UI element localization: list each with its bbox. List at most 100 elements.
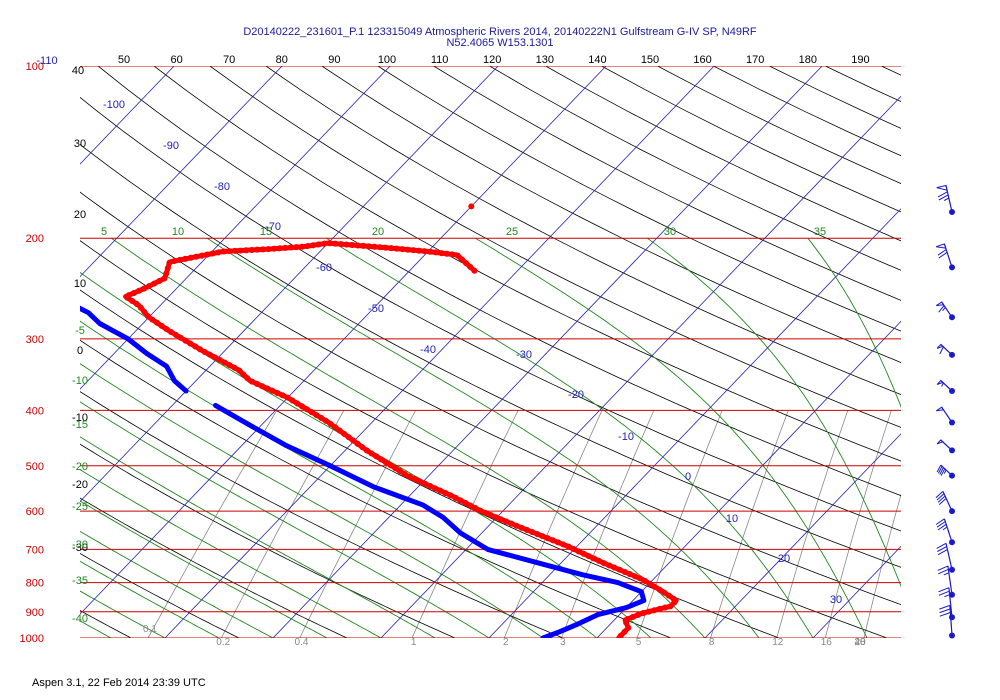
dry-adiabat-line xyxy=(937,66,1000,638)
wind-barb-full xyxy=(937,565,949,571)
isotherm-line xyxy=(488,208,901,638)
footer-text: Aspen 3.1, 22 Feb 2014 23:39 UTC xyxy=(32,677,206,689)
wind-barb-staff xyxy=(947,565,953,595)
dewpoint-profile-upper xyxy=(80,305,189,394)
dry-adiabat-line xyxy=(80,339,672,638)
mixing-ratio-line xyxy=(411,410,519,638)
left-temp-label: 20 xyxy=(74,209,86,221)
moist-adiabat-left-label: -10 xyxy=(72,375,88,387)
wind-barb-full xyxy=(938,498,947,505)
pressure-tick-label: 100 xyxy=(26,61,44,73)
wind-barb xyxy=(936,406,955,426)
theta-tick-label: 140 xyxy=(588,54,606,66)
left-temp-label: 0 xyxy=(77,345,83,357)
isotherm-line xyxy=(80,66,391,390)
isotherm-label: -10 xyxy=(618,431,634,443)
wind-barb-pennant xyxy=(936,343,944,349)
pressure-tick-label: 300 xyxy=(26,334,44,346)
dry-adiabat-line xyxy=(825,66,901,102)
isotherm-line xyxy=(921,66,1000,638)
wind-barb-full xyxy=(938,305,945,313)
isotherm-line xyxy=(812,545,901,638)
pressure-tick-label: 700 xyxy=(26,544,44,556)
isotherm-line xyxy=(164,66,715,638)
wind-barb-full xyxy=(937,549,948,556)
moist-adiabat-line xyxy=(807,237,901,408)
wind-barb-full xyxy=(938,587,950,593)
wind-barb-full xyxy=(939,608,951,614)
mixing-ratio-line xyxy=(924,410,980,638)
wind-barb xyxy=(935,491,955,515)
wind-barb-half xyxy=(942,526,948,531)
dry-adiabat-line xyxy=(0,66,23,638)
wind-barb-full xyxy=(939,604,951,610)
theta-tick-label: 150 xyxy=(641,54,659,66)
mixing-ratio-line xyxy=(636,410,723,638)
dry-adiabat-line xyxy=(769,66,901,129)
wind-barb-full xyxy=(939,612,951,617)
wind-barb-pennant xyxy=(936,301,945,307)
mixing-ratio-label: 12 xyxy=(772,637,784,648)
wind-barb xyxy=(936,343,955,358)
theta-tick-label: 160 xyxy=(693,54,711,66)
left-temp-label: -30 xyxy=(72,542,88,554)
moist-adiabat-line xyxy=(80,590,166,638)
dry-adiabat-line xyxy=(80,96,901,532)
pressure-tick-label: 500 xyxy=(26,461,44,473)
wind-barb-half xyxy=(943,572,950,576)
moist-adiabat-label: 25 xyxy=(506,226,518,238)
isotherm-label: -40 xyxy=(420,344,436,356)
wind-barb-full xyxy=(935,491,944,499)
moist-adiabat-label: 15 xyxy=(260,226,272,238)
dry-adiabat-line xyxy=(209,66,901,428)
dry-adiabat-line xyxy=(97,66,901,497)
mixing-ratio-label: 5 xyxy=(636,637,642,648)
wind-barb-full xyxy=(936,493,945,501)
isotherm-line xyxy=(80,66,175,165)
isotherm-label: -90 xyxy=(163,140,179,152)
isotherm-line xyxy=(380,95,901,638)
wind-barb-staff xyxy=(945,543,953,570)
dry-adiabat-line xyxy=(80,610,132,638)
wind-barb-half xyxy=(943,469,947,474)
wind-barb-full xyxy=(938,568,949,575)
isotherm-line xyxy=(80,66,283,278)
wind-barb-full xyxy=(937,545,948,552)
mixing-ratio-label: 16 xyxy=(821,637,833,648)
dry-adiabat-line xyxy=(433,66,901,301)
wind-barb-full xyxy=(938,194,949,201)
left-temp-label: 30 xyxy=(74,138,86,150)
wind-barb-staff xyxy=(943,518,953,543)
theta-tick-label: 120 xyxy=(483,54,501,66)
theta-tick-label: 50 xyxy=(118,54,130,66)
moist-adiabat-line xyxy=(647,237,901,588)
isotherm-line xyxy=(704,433,901,638)
mixing-ratio-label: 0.1 xyxy=(143,624,157,635)
mixing-ratio-label: 0.4 xyxy=(295,637,309,648)
isotherm-line xyxy=(80,66,607,615)
moist-adiabat-left-label: -40 xyxy=(72,613,88,625)
mixing-ratio-label: 1 xyxy=(411,637,417,648)
moist-adiabat-label: 5 xyxy=(101,226,107,238)
isotherm-line xyxy=(272,66,823,638)
moist-adiabat-left-label: -30 xyxy=(72,539,88,551)
pressure-tick-label: 600 xyxy=(26,506,44,518)
chart-title-line2: N52.4065 W153.1301 xyxy=(446,37,554,49)
wind-barb-full xyxy=(935,518,945,525)
moist-adiabat-left-label: -5 xyxy=(75,325,85,337)
moist-adiabat-label: 30 xyxy=(664,226,676,238)
mixing-ratio-label: 40 xyxy=(854,637,866,648)
moist-adiabat-line xyxy=(934,238,1000,638)
profiles-layer xyxy=(80,203,680,638)
moist-adiabat-left-label: -15 xyxy=(72,419,88,431)
wind-barb xyxy=(936,379,955,394)
isotherm-label: -30 xyxy=(516,349,532,361)
isotherm-label: 30 xyxy=(830,594,842,606)
moist-adiabat-label: 10 xyxy=(172,226,184,238)
theta-tick-label: 100 xyxy=(378,54,396,66)
wind-barb-full xyxy=(940,468,946,476)
pressure-tick-label: 400 xyxy=(26,405,44,417)
wind-barb-full xyxy=(938,590,950,596)
